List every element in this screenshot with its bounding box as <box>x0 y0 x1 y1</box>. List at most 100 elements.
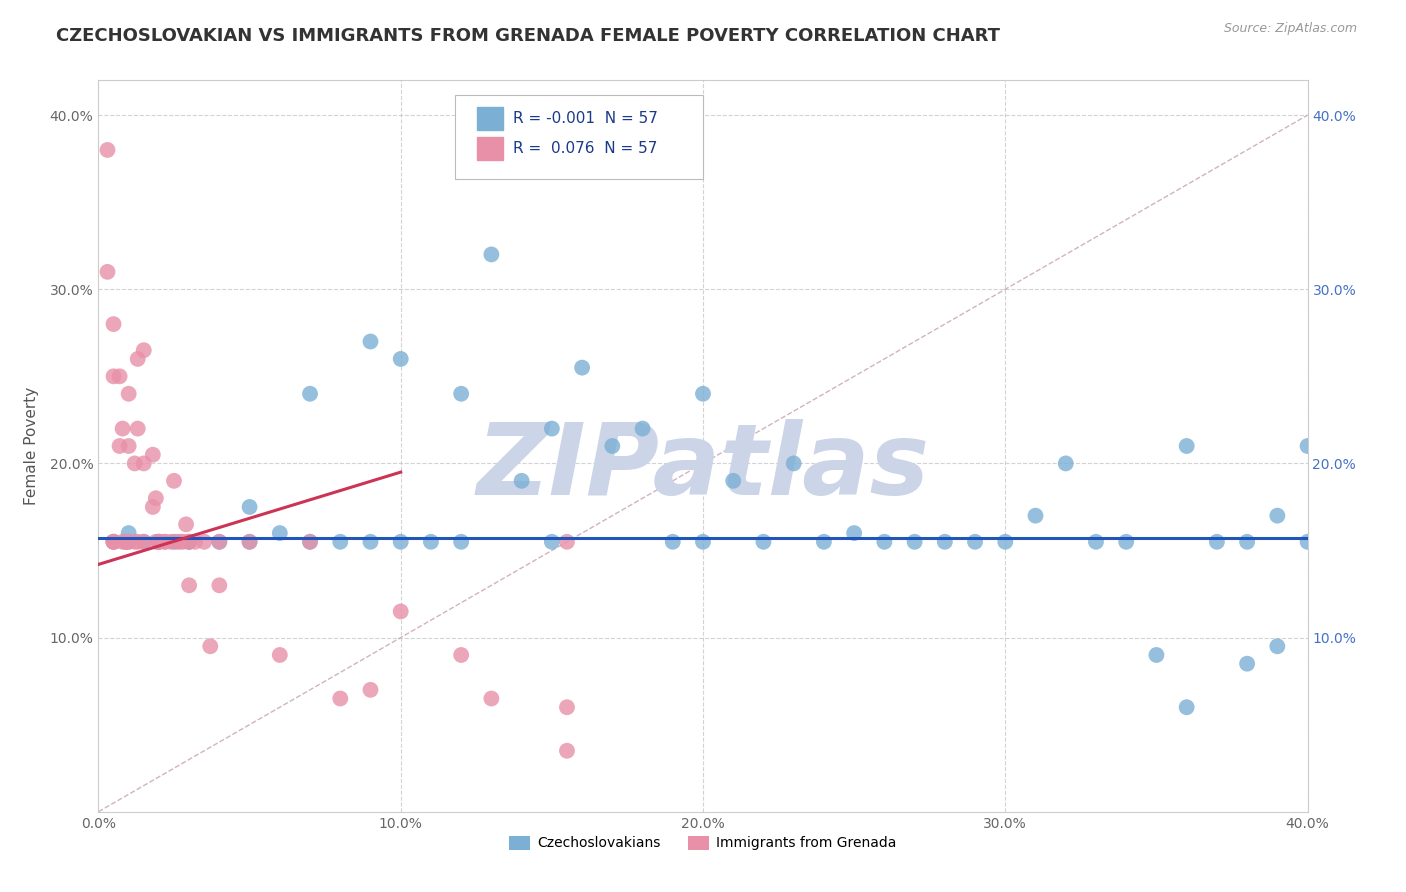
Point <box>555 744 578 758</box>
Point <box>239 534 262 549</box>
Point <box>127 351 149 366</box>
Bar <box>477 107 503 130</box>
Point <box>1267 640 1289 654</box>
Point <box>124 534 146 549</box>
Point <box>1175 439 1198 453</box>
Point <box>420 534 443 549</box>
Point <box>1085 534 1108 549</box>
Point <box>208 534 231 549</box>
Point <box>145 534 167 549</box>
Point <box>329 691 352 706</box>
Text: Source: ZipAtlas.com: Source: ZipAtlas.com <box>1223 22 1357 36</box>
Point <box>1024 508 1046 523</box>
Point <box>450 534 472 549</box>
Point <box>360 682 382 697</box>
Point <box>127 534 149 549</box>
Point <box>299 386 322 401</box>
Point <box>1296 439 1319 453</box>
Point <box>118 534 141 549</box>
Point <box>111 534 134 549</box>
Point <box>873 534 896 549</box>
Text: CZECHOSLOVAKIAN VS IMMIGRANTS FROM GRENADA FEMALE POVERTY CORRELATION CHART: CZECHOSLOVAKIAN VS IMMIGRANTS FROM GRENA… <box>56 27 1000 45</box>
Point <box>179 578 201 592</box>
Point <box>132 343 155 358</box>
Point <box>994 534 1017 549</box>
Point <box>174 517 197 532</box>
Point <box>1054 457 1077 471</box>
Point <box>692 534 714 549</box>
Point <box>103 369 125 384</box>
Point <box>450 648 472 662</box>
Point <box>179 534 201 549</box>
Point <box>299 534 322 549</box>
Point <box>208 578 231 592</box>
Point <box>96 143 118 157</box>
Point <box>169 534 191 549</box>
Point <box>127 421 149 435</box>
Y-axis label: Female Poverty: Female Poverty <box>24 387 38 505</box>
Point <box>103 534 125 549</box>
Point <box>108 369 131 384</box>
Text: R =  0.076  N = 57: R = 0.076 N = 57 <box>513 141 658 156</box>
Legend: Czechoslovakians, Immigrants from Grenada: Czechoslovakians, Immigrants from Grenad… <box>503 830 903 856</box>
Point <box>111 421 134 435</box>
Point <box>1267 508 1289 523</box>
Point <box>389 351 412 366</box>
Point <box>723 474 745 488</box>
Bar <box>477 136 503 160</box>
Point <box>153 534 176 549</box>
Point <box>132 534 155 549</box>
Point <box>752 534 775 549</box>
Point <box>118 439 141 453</box>
Point <box>103 317 125 331</box>
Point <box>360 534 382 549</box>
Point <box>965 534 987 549</box>
Point <box>389 604 412 618</box>
Point <box>1175 700 1198 714</box>
Point <box>783 457 806 471</box>
Point <box>1296 534 1319 549</box>
Point <box>142 500 165 514</box>
Point <box>555 700 578 714</box>
Point <box>631 421 654 435</box>
Point <box>692 386 714 401</box>
Point <box>1206 534 1229 549</box>
Text: ZIPatlas: ZIPatlas <box>477 419 929 516</box>
Point <box>103 534 125 549</box>
Point <box>1236 657 1258 671</box>
Point <box>555 534 578 549</box>
Point <box>813 534 835 549</box>
Point <box>510 474 533 488</box>
Point <box>153 534 176 549</box>
Point <box>103 534 125 549</box>
Point <box>540 534 562 549</box>
Point <box>239 534 262 549</box>
Point <box>934 534 956 549</box>
Point <box>1236 534 1258 549</box>
Point <box>389 534 412 549</box>
Point <box>360 334 382 349</box>
Point <box>118 386 141 401</box>
Point <box>239 500 262 514</box>
Point <box>132 534 155 549</box>
Point <box>269 526 291 541</box>
Point <box>481 691 503 706</box>
Point <box>124 457 146 471</box>
Point <box>450 386 472 401</box>
FancyBboxPatch shape <box>456 95 703 179</box>
Point <box>179 534 201 549</box>
Point <box>96 265 118 279</box>
Point <box>148 534 170 549</box>
Point <box>269 648 291 662</box>
Point <box>571 360 593 375</box>
Point <box>904 534 927 549</box>
Point <box>1115 534 1137 549</box>
Point <box>142 448 165 462</box>
Point <box>540 421 562 435</box>
Point <box>114 534 136 549</box>
Point <box>132 457 155 471</box>
Point <box>1144 648 1167 662</box>
Point <box>148 534 170 549</box>
Point <box>163 534 186 549</box>
Point <box>661 534 683 549</box>
